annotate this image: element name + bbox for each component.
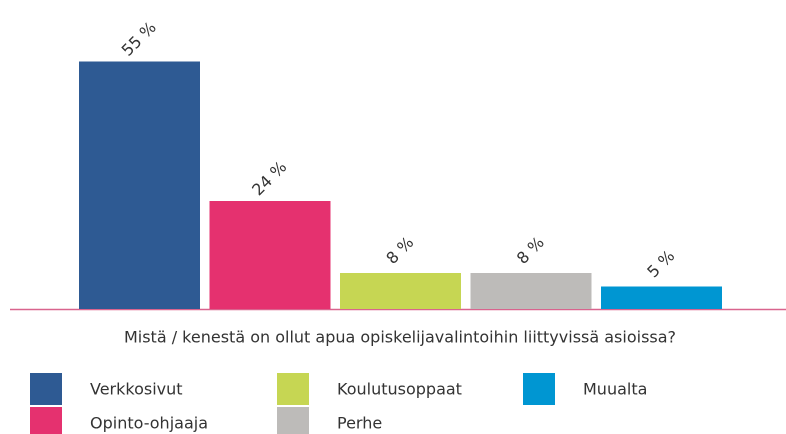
- data-label: 8 %: [513, 233, 548, 268]
- legend-label: Muualta: [583, 380, 647, 399]
- legend-label: Opinto-ohjaaja: [90, 414, 208, 433]
- data-label: 55 %: [118, 18, 160, 60]
- legend-swatch: [523, 373, 555, 405]
- legend-swatch: [30, 407, 62, 434]
- bar: [601, 286, 722, 309]
- data-label: 5 %: [643, 246, 678, 281]
- legend-label: Koulutusoppaat: [337, 380, 462, 399]
- data-label: 8 %: [382, 233, 417, 268]
- legend-label: Verkkosivut: [90, 380, 183, 399]
- legend-swatch: [30, 373, 62, 405]
- bar: [470, 273, 592, 309]
- bar: [79, 61, 200, 309]
- bar: [209, 201, 331, 309]
- x-axis-label: Mistä / kenestä on ollut apua opiskelija…: [124, 328, 676, 347]
- legend-swatch: [277, 373, 309, 405]
- legend-label: Perhe: [337, 414, 382, 433]
- legend-swatch: [277, 407, 309, 434]
- data-label: 24 %: [248, 157, 290, 199]
- bar: [340, 273, 461, 309]
